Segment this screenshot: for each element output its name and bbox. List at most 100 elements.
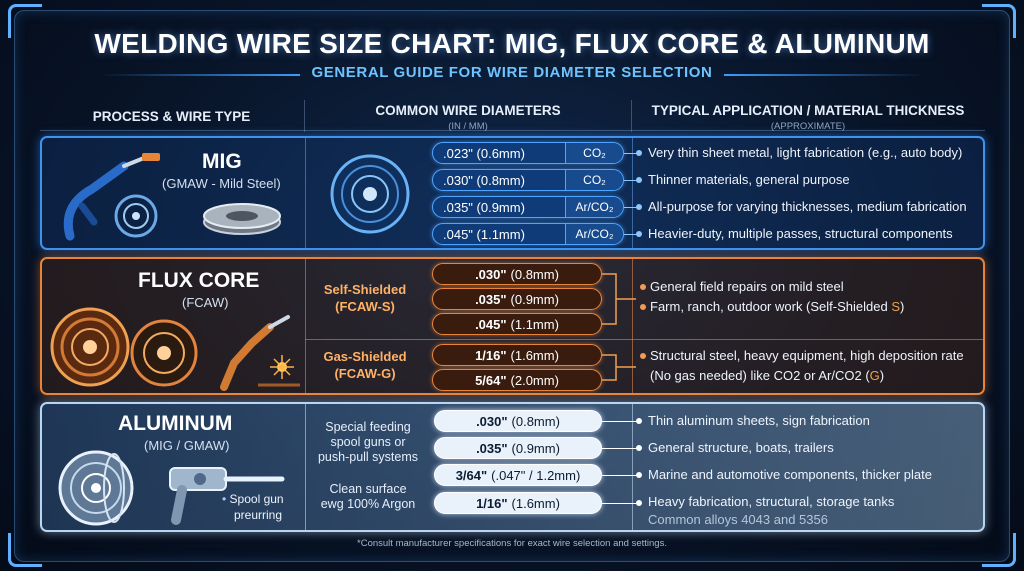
- mig-diameter-023: .023" (0.6mm): [443, 145, 525, 161]
- flux-self-bullet-2: [640, 304, 646, 310]
- self-shielded-label-line-2: (FCAW-S): [335, 299, 395, 314]
- flux-gas-bullet: [640, 353, 646, 359]
- aluminum-connector-1: [602, 421, 638, 422]
- flux-gas-1-16-in: 1/16": [475, 347, 507, 363]
- aluminum-wire-3-64-pill: 3/64" (.047" / 1.2mm): [434, 464, 602, 486]
- mig-connector-2: [624, 180, 638, 181]
- gas-shielded-label: Gas-Shielded (FCAW-G): [310, 348, 420, 382]
- subtitle-line-left: [100, 74, 300, 76]
- flux-gas-1-16-mm: (1.6mm): [510, 347, 559, 363]
- header-divider-2: [631, 100, 632, 132]
- mig-divider-1: [305, 138, 306, 248]
- flux-self-035-mm: (0.9mm): [510, 291, 559, 307]
- aluminum-030-in: .030": [476, 413, 508, 429]
- mig-connector-3: [624, 207, 638, 208]
- aluminum-wire-035-pill: .035" (0.9mm): [434, 437, 602, 459]
- aluminum-connector-2: [602, 448, 638, 449]
- header-process-label: PROCESS & WIRE TYPE: [92, 109, 251, 124]
- mig-panel: MIG (GMAW - Mild Steel) .023" (0.6mm) CO…: [40, 136, 985, 250]
- mig-wire-035-pill: .035" (0.9mm) Ar/CO₂: [432, 196, 624, 218]
- mig-diameter-035: .035" (0.9mm): [443, 199, 525, 215]
- mig-gun-and-spool-icon: [63, 153, 281, 241]
- mig-divider-2: [632, 138, 633, 248]
- aluminum-bullet-1: [636, 418, 642, 424]
- spool-gun-note-2: preurring: [234, 508, 283, 522]
- frame-corner-top-right: [982, 4, 1016, 38]
- clean-surface-note: Clean surface ewg 100% Argon: [308, 482, 428, 512]
- aluminum-application-030: Thin aluminum sheets, sign fabrication: [648, 413, 870, 428]
- flux-self-application-2: Farm, ranch, outdoor work (Self-Shielded…: [650, 299, 904, 314]
- aluminum-application-1-16: Heavy fabrication, structural, storage t…: [648, 494, 895, 509]
- clean-surface-note-line-1: Clean surface: [329, 482, 407, 496]
- header-diameters-unit: (IN / MM): [448, 121, 488, 132]
- mig-bullet-2: [636, 177, 642, 183]
- flux-self-045-in: .045": [475, 316, 507, 332]
- mig-gas-045: Ar/CO₂: [565, 224, 623, 244]
- mig-diameter-045: .045" (1.1mm): [443, 226, 525, 242]
- feeding-note-line-1: Special feeding: [325, 420, 411, 434]
- mig-subtitle: (GMAW - Mild Steel): [162, 176, 281, 191]
- aluminum-alloys-note: Common alloys 4043 and 5356: [648, 512, 828, 527]
- subtitle-line-right: [724, 74, 924, 76]
- aluminum-035-mm: (0.9mm): [511, 440, 560, 456]
- aluminum-connector-3: [602, 475, 638, 476]
- mig-wire-030-pill: .030" (0.8mm) CO₂: [432, 169, 624, 191]
- mig-application-045: Heavier-duty, multiple passes, structura…: [648, 226, 953, 241]
- mig-diameter-030: .030" (0.8mm): [443, 172, 525, 188]
- aluminum-subtitle: (MIG / GMAW): [144, 438, 230, 453]
- flux-self-wire-035-pill: .035" (0.9mm): [432, 288, 602, 310]
- mig-wire-045-pill: .045" (1.1mm) Ar/CO₂: [432, 223, 624, 245]
- flux-core-panel: FLUX CORE (FCAW) Self-Shielded (FCAW-S) …: [40, 257, 985, 395]
- flux-self-030-in: .030": [475, 266, 507, 282]
- header-application: TYPICAL APPLICATION / MATERIAL THICKNESS…: [632, 103, 984, 132]
- flux-bracket-lines: [602, 273, 636, 381]
- aluminum-divider-2: [632, 404, 633, 530]
- flux-self-bullet-1: [640, 284, 646, 290]
- flux-gas-wire-1-16-pill: 1/16" (1.6mm): [432, 344, 602, 366]
- header-diameters: COMMON WIRE DIAMETERS (IN / MM): [305, 103, 631, 132]
- mig-title: MIG: [202, 150, 242, 173]
- gas-shielded-label-line-1: Gas-Shielded: [323, 349, 407, 364]
- flux-self-030-mm: (0.8mm): [510, 266, 559, 282]
- aluminum-divider-1: [305, 404, 306, 530]
- flux-self-045-mm: (1.1mm): [510, 316, 559, 332]
- flux-row-divider: [305, 339, 985, 340]
- clean-surface-note-line-2: ewg 100% Argon: [320, 497, 416, 511]
- aluminum-wire-1-16-pill: 1/16" (1.6mm): [434, 492, 602, 514]
- aluminum-connector-4: [602, 503, 638, 504]
- flux-core-spools-and-gun-icon: [50, 307, 300, 391]
- feeding-note-line-3: push-pull systems: [317, 450, 419, 464]
- aluminum-bullet-4: [636, 500, 642, 506]
- mig-bullet-3: [636, 204, 642, 210]
- aluminum-035-in: .035": [476, 440, 508, 456]
- flux-core-subtitle: (FCAW): [182, 295, 229, 310]
- spool-gun-note-1-text: Spool gun: [229, 492, 284, 506]
- aluminum-application-3-64: Marine and automotive components, thicke…: [648, 467, 932, 482]
- flux-gas-tag-g: G: [869, 368, 880, 383]
- header-divider-1: [304, 100, 305, 132]
- flux-divider-2: [632, 259, 633, 393]
- header-rule: [40, 130, 985, 131]
- mig-application-035: All-purpose for varying thicknesses, med…: [648, 199, 967, 214]
- mig-wire-023-pill: .023" (0.6mm) CO₂: [432, 142, 624, 164]
- mig-wire-spool-icon: [330, 154, 410, 234]
- flux-self-application-1: General field repairs on mild steel: [650, 279, 844, 294]
- mig-bullet-1: [636, 150, 642, 156]
- mig-application-030: Thinner materials, general purpose: [648, 172, 850, 187]
- mig-gas-035: Ar/CO₂: [565, 197, 623, 217]
- flux-core-title: FLUX CORE: [138, 269, 260, 292]
- aluminum-wire-030-pill: .030" (0.8mm): [434, 410, 602, 432]
- flux-divider-1: [305, 259, 306, 393]
- aluminum-bullet-3: [636, 472, 642, 478]
- mig-application-023: Very thin sheet metal, light fabrication…: [648, 145, 963, 160]
- header-application-note: (APPROXIMATE): [770, 121, 846, 132]
- page-title: WELDING WIRE SIZE CHART: MIG, FLUX CORE …: [94, 28, 930, 59]
- header-process: PROCESS & WIRE TYPE: [40, 109, 303, 124]
- flux-gas-application-1: Structural steel, heavy equipment, high …: [650, 348, 964, 363]
- flux-self-tag-s: S: [891, 299, 900, 314]
- flux-self-application-2-close: ): [900, 299, 905, 314]
- mig-connector-1: [624, 153, 638, 154]
- self-shielded-label-line-1: Self-Shielded: [323, 282, 407, 297]
- header-application-label: TYPICAL APPLICATION / MATERIAL THICKNESS: [651, 103, 965, 118]
- flux-self-application-2-text: Farm, ranch, outdoor work (Self-Shielded: [650, 299, 892, 314]
